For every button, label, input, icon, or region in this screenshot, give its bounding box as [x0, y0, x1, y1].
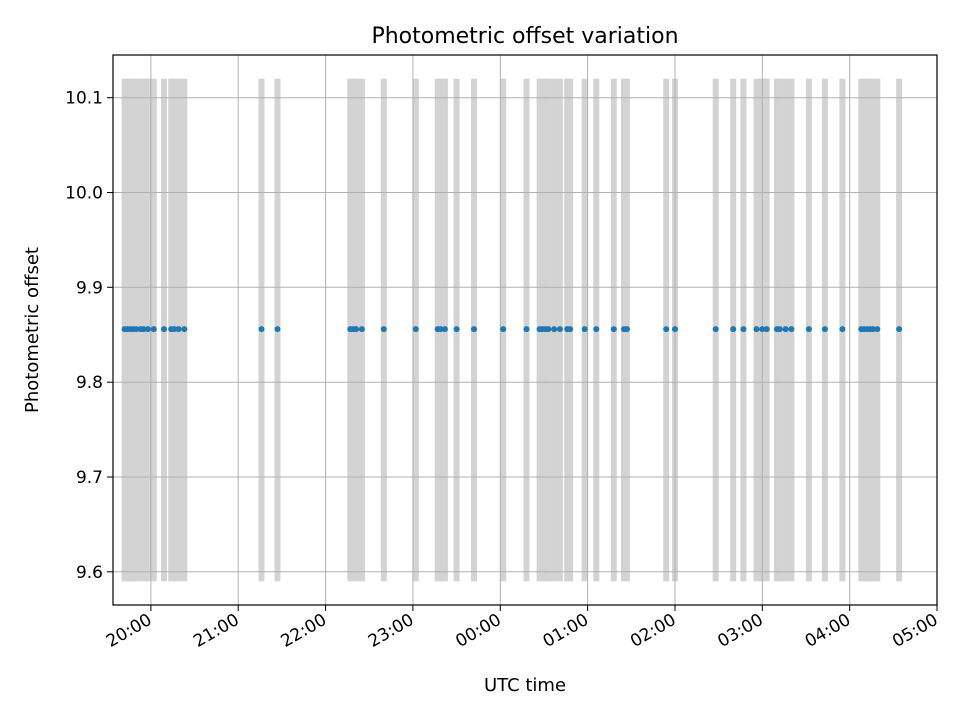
- data-point: [551, 326, 558, 333]
- data-point: [896, 326, 903, 333]
- data-point: [593, 326, 600, 333]
- data-point: [839, 326, 846, 333]
- data-point: [258, 326, 265, 333]
- data-point: [175, 326, 182, 333]
- data-point: [274, 326, 281, 333]
- data-point: [663, 326, 670, 333]
- data-point: [556, 326, 563, 333]
- y-tick-label: 10.0: [65, 184, 103, 204]
- data-points: [121, 326, 903, 333]
- plot-frame: [112, 54, 938, 606]
- data-point: [610, 326, 617, 333]
- y-tick-label: 9.8: [76, 373, 103, 393]
- data-point: [441, 326, 448, 333]
- data-point: [782, 326, 789, 333]
- data-point: [412, 326, 419, 333]
- data-point: [453, 326, 460, 333]
- data-point: [358, 326, 365, 333]
- data-point: [140, 326, 147, 333]
- x-axis-label: UTC time: [484, 675, 566, 696]
- data-point: [874, 326, 881, 333]
- y-tick-label: 9.6: [76, 563, 103, 583]
- data-point: [171, 326, 178, 333]
- data-point: [133, 326, 140, 333]
- data-point: [353, 326, 360, 333]
- data-point: [567, 326, 574, 333]
- data-point: [869, 326, 876, 333]
- data-point: [672, 326, 678, 333]
- data-point: [150, 326, 157, 333]
- y-tick-label: 9.7: [76, 468, 103, 488]
- y-tick-label: 9.9: [76, 278, 103, 298]
- y-axis-ticks: 9.6 9.7 9.8 9.9 10.0 10.1: [65, 89, 113, 583]
- y-axis-label: Photometric offset: [22, 247, 43, 413]
- data-point: [500, 326, 507, 333]
- data-point: [380, 326, 387, 333]
- data-point: [181, 326, 188, 333]
- data-point: [730, 326, 737, 333]
- data-point: [437, 326, 444, 333]
- data-point: [776, 326, 783, 333]
- data-point: [763, 326, 770, 333]
- data-point: [821, 326, 828, 333]
- data-point: [144, 326, 151, 333]
- data-point: [471, 326, 477, 333]
- data-point: [805, 326, 812, 333]
- data-point: [623, 326, 630, 333]
- data-point: [788, 326, 795, 333]
- data-point: [740, 326, 747, 333]
- chart-title: Photometric offset variation: [371, 24, 678, 49]
- data-point: [523, 326, 530, 333]
- y-tick-label: 10.1: [65, 89, 103, 109]
- data-point: [581, 326, 588, 333]
- data-point: [759, 326, 766, 333]
- data-point: [753, 326, 760, 333]
- data-point: [545, 326, 552, 333]
- data-point: [712, 326, 719, 333]
- data-point: [161, 326, 167, 333]
